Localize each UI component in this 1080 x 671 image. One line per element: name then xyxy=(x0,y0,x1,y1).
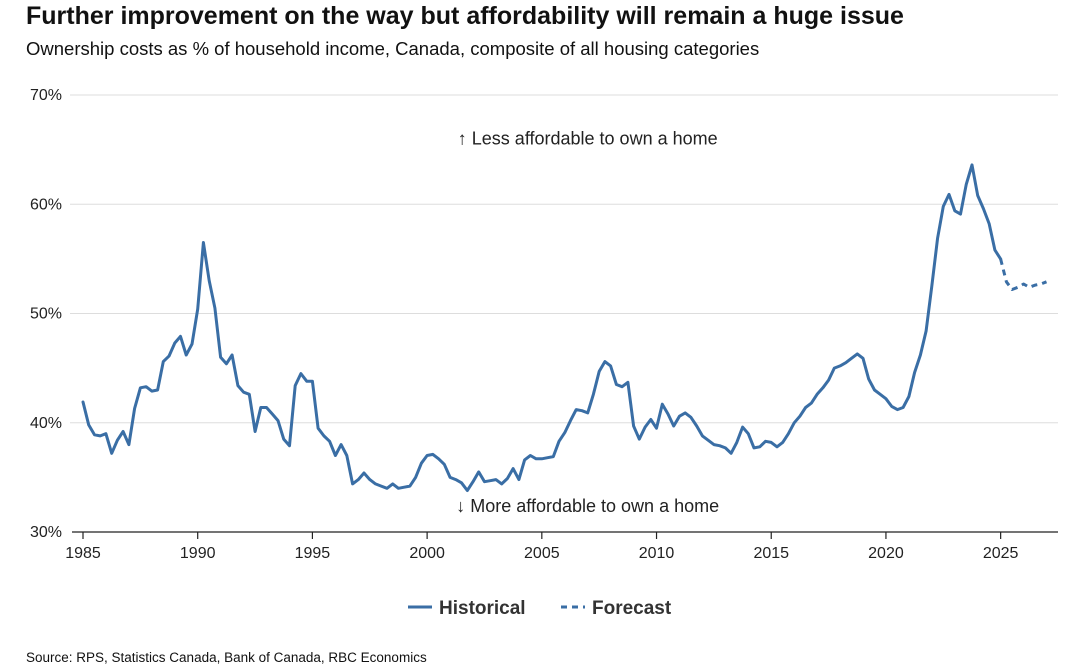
x-axis: 1985 1990 1995 2000 2005 2010 2015 2020 2025 xyxy=(65,531,1058,562)
y-tick-label: 60% xyxy=(30,196,62,213)
annotation-more-affordable: ↓ More affordable to own a home xyxy=(456,496,719,516)
x-tick-label: 2000 xyxy=(409,545,445,562)
chart-title: Further improvement on the way but affor… xyxy=(26,2,904,30)
y-tick-label: 50% xyxy=(30,306,62,323)
legend-label-forecast: Forecast xyxy=(592,598,672,619)
x-tick-label: 2020 xyxy=(868,545,904,562)
x-tick-label: 2005 xyxy=(524,545,560,562)
gridlines xyxy=(70,94,1058,424)
series-line-historical xyxy=(81,163,1003,492)
y-tick-label: 30% xyxy=(30,524,62,541)
line-chart: 30% 40% 50% 60% 70% 1985 1990 1995 2000 2005 2010… xyxy=(30,87,1058,619)
y-tick-label: 40% xyxy=(30,415,62,432)
y-axis-ticks: 30% 40% 50% 60% 70% xyxy=(30,87,62,541)
x-tick-label: 2010 xyxy=(639,545,675,562)
annotations: ↑ Less affordable to own a home ↓ More af… xyxy=(456,129,719,516)
legend-label-historical: Historical xyxy=(439,598,526,619)
x-tick-label: 1995 xyxy=(295,545,331,562)
source-note: Source: RPS, Statistics Canada, Bank of … xyxy=(26,650,427,665)
chart-subtitle: Ownership costs as % of household income… xyxy=(26,38,760,59)
x-tick-label: 2025 xyxy=(983,545,1019,562)
series-lines xyxy=(81,163,1048,492)
y-tick-label: 70% xyxy=(30,87,62,104)
x-tick-label: 1985 xyxy=(65,545,101,562)
legend: Historical Forecast xyxy=(408,598,672,619)
x-tick-label: 2015 xyxy=(753,545,789,562)
annotation-less-affordable: ↑ Less affordable to own a home xyxy=(458,129,718,149)
x-tick-label: 1990 xyxy=(180,545,216,562)
series-line-forecast xyxy=(999,258,1048,291)
